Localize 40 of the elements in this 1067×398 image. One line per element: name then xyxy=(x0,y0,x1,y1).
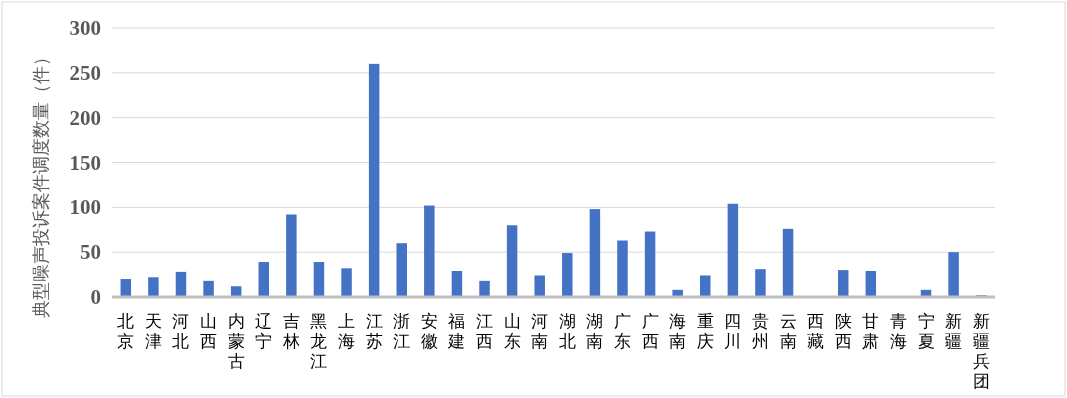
x-tick-label: 新疆兵团 xyxy=(972,311,990,391)
x-tick-label: 贵州 xyxy=(751,311,769,351)
x-tick-label: 福建 xyxy=(447,311,466,351)
x-tick-label: 山西 xyxy=(200,311,218,351)
y-tick-label: 250 xyxy=(69,60,101,85)
x-tick-label: 广西 xyxy=(641,311,659,351)
x-tick-label: 甘肃 xyxy=(862,311,880,351)
y-tick-label: 200 xyxy=(69,105,101,130)
x-tick-label: 宁夏 xyxy=(917,311,935,351)
x-tick-label: 天津 xyxy=(144,311,162,351)
y-tick-label: 150 xyxy=(69,150,101,175)
x-tick-label: 陕西 xyxy=(834,311,852,351)
x-tick-label: 黑龙江 xyxy=(310,311,328,371)
x-tick-label: 山东 xyxy=(503,311,521,351)
x-tick-label: 河北 xyxy=(172,311,190,351)
y-axis-title: 典型噪声投诉案件调度数量（件） xyxy=(30,47,51,318)
x-tick-label: 四川 xyxy=(724,311,742,351)
x-tick-label: 重庆 xyxy=(696,311,714,351)
x-tick-label: 湖南 xyxy=(586,311,604,351)
x-tick-label: 云南 xyxy=(779,311,797,351)
y-tick-label: 50 xyxy=(80,240,101,265)
y-tick-label: 100 xyxy=(69,195,101,220)
y-tick-label: 300 xyxy=(69,16,101,40)
x-tick-label: 湖北 xyxy=(558,311,576,351)
x-tick-label: 上海 xyxy=(338,311,356,351)
x-tick-label: 新疆 xyxy=(945,311,963,351)
x-tick-label: 辽宁 xyxy=(255,311,273,351)
x-tick-label: 北京 xyxy=(117,311,135,351)
x-tick-label: 海南 xyxy=(669,311,687,351)
x-tick-label: 江西 xyxy=(476,311,494,351)
x-tick-label: 江苏 xyxy=(365,311,383,351)
x-tick-label: 广东 xyxy=(613,311,631,351)
x-tick-label: 浙江 xyxy=(393,311,411,351)
x-tick-label: 安徽 xyxy=(420,311,438,351)
x-tick-label: 内蒙古 xyxy=(227,311,245,371)
x-tick-label: 西藏 xyxy=(807,311,825,351)
x-tick-label: 河南 xyxy=(531,311,549,351)
y-tick-label: 0 xyxy=(90,285,101,309)
x-tick-label: 吉林 xyxy=(281,311,300,351)
x-tick-label: 青海 xyxy=(889,311,907,351)
